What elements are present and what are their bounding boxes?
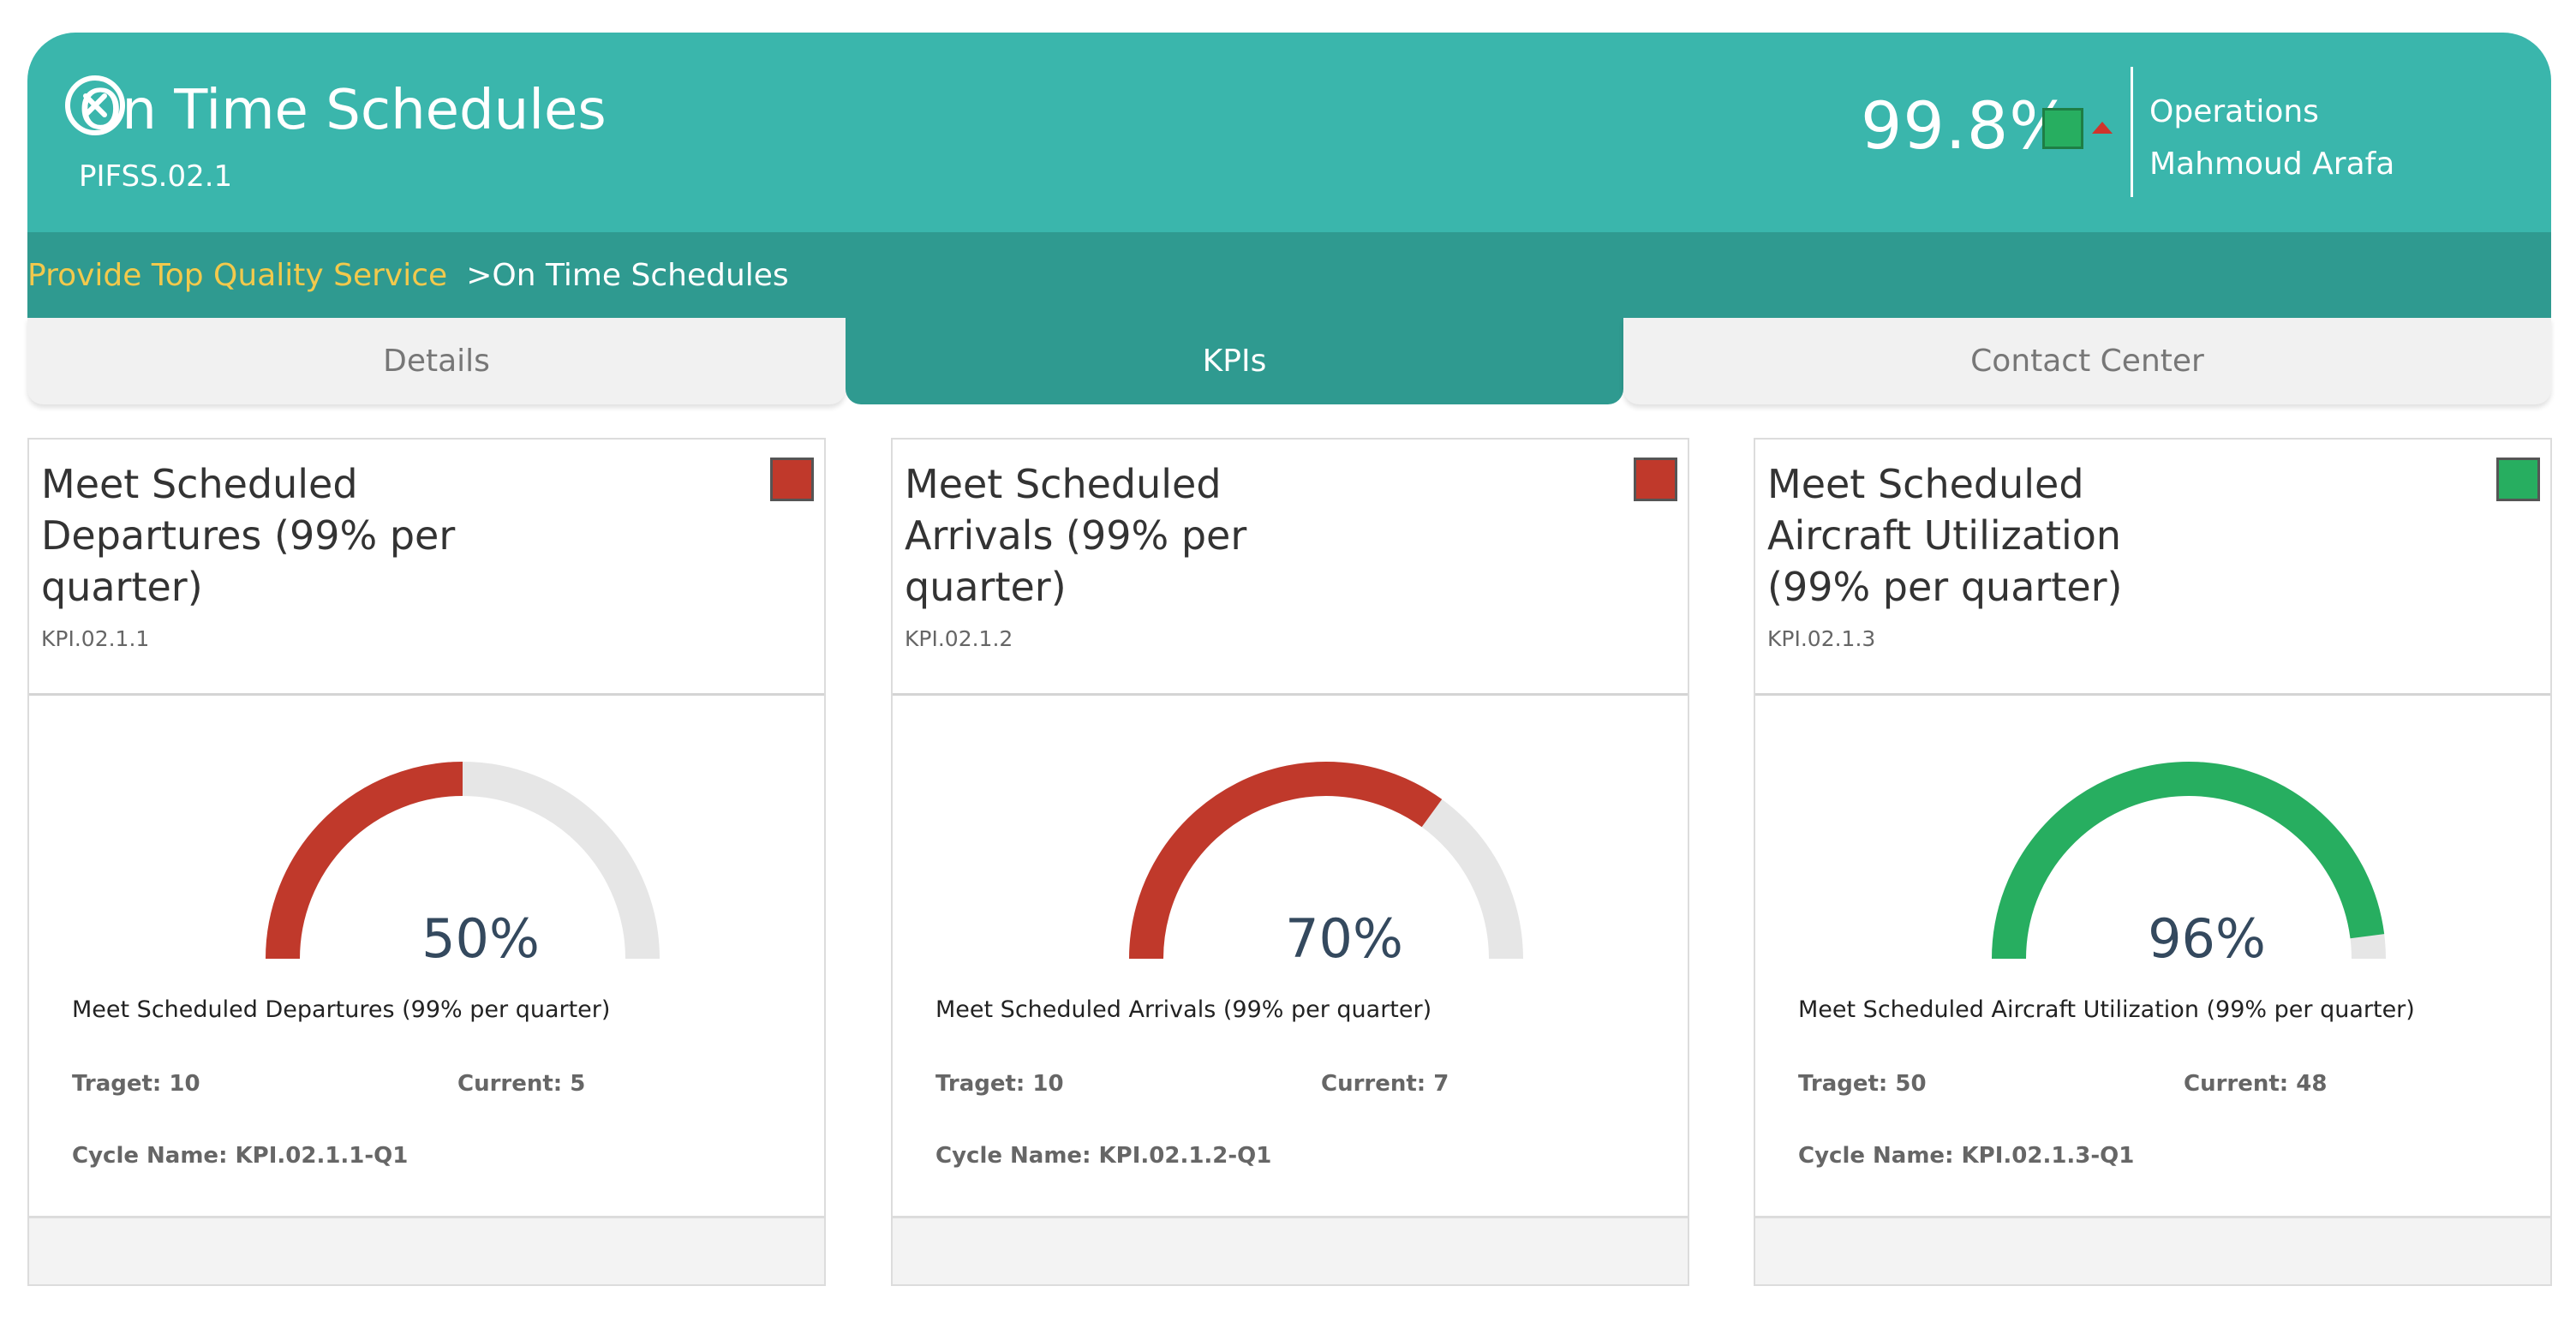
kpi-card: Meet Scheduled Departures (99% per quart… [27, 438, 826, 1286]
gauge-fill [1992, 762, 2385, 960]
page-code: PIFSS.02.1 [79, 159, 233, 194]
kpi-target: Traget: 10 [935, 1071, 1064, 1097]
kpi-target: Traget: 10 [72, 1071, 200, 1097]
kpi-title[interactable]: Meet Scheduled Arrivals (99% per quarter… [905, 461, 1247, 610]
close-icon[interactable] [65, 75, 125, 135]
gauge-value-label: 50% [421, 907, 540, 970]
tab-details[interactable]: Details [27, 318, 846, 404]
kpi-description: Meet Scheduled Arrivals (99% per quarter… [935, 996, 1432, 1023]
breadcrumb-current: On Time Schedules [492, 257, 789, 293]
kpi-card-footer [893, 1216, 1688, 1284]
kpi-card: Meet Scheduled Arrivals (99% per quarter… [891, 438, 1689, 1286]
kpi-cycle-name: Cycle Name: KPI.02.1.1-Q1 [72, 1143, 409, 1169]
kpi-gauge: 50% [248, 740, 677, 970]
kpi-code: KPI.02.1.3 [1767, 626, 1876, 651]
kpi-description: Meet Scheduled Aircraft Utilization (99%… [1798, 996, 2415, 1023]
breadcrumb: Provide Top Quality Service > On Time Sc… [27, 232, 2551, 318]
kpi-current: Current: 7 [1321, 1071, 1449, 1097]
breadcrumb-parent-link[interactable]: Provide Top Quality Service [27, 257, 448, 293]
overall-score: 99.8% [1861, 87, 2072, 164]
gauge-chart [1992, 762, 2386, 960]
score-status-indicator [2042, 108, 2083, 149]
kpi-title[interactable]: Meet Scheduled Departures (99% per quart… [41, 461, 456, 610]
kpi-current: Current: 5 [457, 1071, 586, 1097]
kpi-cycle-name: Cycle Name: KPI.02.1.3-Q1 [1798, 1143, 2135, 1169]
kpi-card-body: 50% Meet Scheduled Departures (99% per q… [29, 696, 824, 1224]
gauge-value-label: 96% [2148, 907, 2266, 970]
tab-kpis[interactable]: KPIs [846, 318, 1623, 404]
gauge-fill [266, 762, 463, 960]
kpi-card-header: Meet Scheduled Arrivals (99% per quarter… [893, 440, 1688, 696]
kpi-card-footer [29, 1216, 824, 1284]
kpi-current: Current: 48 [2184, 1071, 2328, 1097]
owner-department: Operations [2149, 94, 2319, 129]
kpi-description: Meet Scheduled Departures (99% per quart… [72, 996, 611, 1023]
kpi-code: KPI.02.1.1 [41, 626, 150, 651]
kpi-gauge: 70% [1112, 740, 1540, 970]
breadcrumb-separator: > [466, 257, 493, 293]
kpi-cycle-name: Cycle Name: KPI.02.1.2-Q1 [935, 1143, 1272, 1169]
kpi-target: Traget: 50 [1798, 1071, 1927, 1097]
page-title: On Time Schedules [79, 79, 607, 142]
header-divider [2131, 67, 2133, 197]
gauge-chart [266, 762, 660, 960]
kpi-code: KPI.02.1.2 [905, 626, 1013, 651]
kpi-card-body: 70% Meet Scheduled Arrivals (99% per qua… [893, 696, 1688, 1224]
gauge-chart [1129, 762, 1523, 960]
gauge-fill [1129, 762, 1443, 960]
kpi-title[interactable]: Meet Scheduled Aircraft Utilization (99%… [1767, 461, 2123, 610]
kpi-card-header: Meet Scheduled Aircraft Utilization (99%… [1755, 440, 2550, 696]
trend-up-icon [2092, 122, 2113, 134]
kpi-card-body: 96% Meet Scheduled Aircraft Utilization … [1755, 696, 2550, 1224]
kpi-card-footer [1755, 1216, 2550, 1284]
kpi-status-indicator [2496, 458, 2540, 501]
gauge-value-label: 70% [1285, 907, 1403, 970]
kpi-status-indicator [770, 458, 814, 501]
kpi-card-header: Meet Scheduled Departures (99% per quart… [29, 440, 824, 696]
owner-name: Mahmoud Arafa [2149, 147, 2395, 182]
tab-contact-center[interactable]: Contact Center [1623, 318, 2551, 404]
kpi-gauge: 96% [1975, 740, 2403, 970]
kpi-card: Meet Scheduled Aircraft Utilization (99%… [1754, 438, 2552, 1286]
kpi-status-indicator [1634, 458, 1677, 501]
